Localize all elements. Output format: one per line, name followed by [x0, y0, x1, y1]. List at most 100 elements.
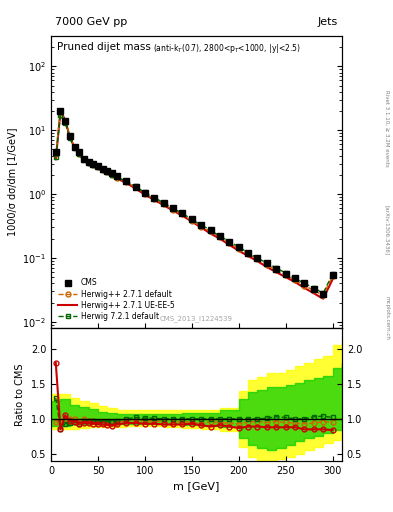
Y-axis label: 1000/σ dσ/dm [1/GeV]: 1000/σ dσ/dm [1/GeV]: [7, 127, 17, 236]
CMS: [152, 195, 157, 201]
Herwig++ 2.7.1 default: [283, 272, 288, 278]
CMS: [274, 266, 279, 272]
Text: Jets: Jets: [318, 16, 338, 27]
CMS: [264, 261, 269, 267]
Herwig++ 2.7.1 UE-EE-5: [274, 269, 279, 275]
Herwig++ 2.7.1 UE-EE-5: [68, 134, 72, 140]
Herwig++ 2.7.1 default: [143, 190, 147, 197]
Herwig++ 2.7.1 default: [236, 246, 241, 252]
Herwig 7.2.1 default: [199, 222, 204, 228]
Herwig++ 2.7.1 UE-EE-5: [114, 176, 119, 182]
Herwig++ 2.7.1 UE-EE-5: [161, 202, 166, 208]
Herwig++ 2.7.1 default: [264, 262, 269, 268]
Herwig++ 2.7.1 default: [311, 287, 316, 293]
Herwig++ 2.7.1 default: [82, 156, 86, 162]
Herwig 7.2.1 default: [171, 205, 175, 211]
Herwig 7.2.1 default: [218, 233, 222, 239]
CMS: [246, 250, 250, 256]
Herwig 7.2.1 default: [161, 200, 166, 206]
CMS: [293, 275, 298, 282]
CMS: [72, 144, 77, 150]
Herwig 7.2.1 default: [63, 120, 68, 126]
CMS: [161, 200, 166, 206]
Herwig 7.2.1 default: [77, 151, 82, 157]
Herwig++ 2.7.1 UE-EE-5: [86, 161, 91, 167]
Herwig 7.2.1 default: [180, 210, 185, 217]
Text: 7000 GeV pp: 7000 GeV pp: [55, 16, 127, 27]
Herwig 7.2.1 default: [255, 255, 260, 261]
Text: Pruned dijet mass: Pruned dijet mass: [57, 41, 151, 52]
Herwig++ 2.7.1 UE-EE-5: [218, 236, 222, 242]
Herwig++ 2.7.1 UE-EE-5: [255, 258, 260, 264]
Herwig 7.2.1 default: [189, 217, 194, 223]
CMS: [53, 150, 58, 156]
CMS: [68, 133, 72, 139]
Herwig 7.2.1 default: [152, 195, 157, 201]
CMS: [133, 184, 138, 190]
Herwig 7.2.1 default: [110, 172, 114, 178]
Herwig 7.2.1 default: [143, 189, 147, 196]
CMS: [171, 205, 175, 211]
Herwig++ 2.7.1 default: [105, 169, 110, 175]
Herwig++ 2.7.1 UE-EE-5: [311, 290, 316, 296]
CMS: [236, 244, 241, 250]
Herwig 7.2.1 default: [105, 169, 110, 175]
Herwig++ 2.7.1 default: [321, 292, 325, 298]
CMS: [86, 159, 91, 165]
Herwig 7.2.1 default: [264, 260, 269, 266]
Herwig++ 2.7.1 default: [114, 175, 119, 181]
Herwig 7.2.1 default: [133, 183, 138, 189]
Herwig++ 2.7.1 UE-EE-5: [77, 151, 82, 157]
Herwig++ 2.7.1 UE-EE-5: [53, 156, 58, 162]
Herwig 7.2.1 default: [68, 135, 72, 141]
CMS: [58, 108, 63, 114]
Herwig++ 2.7.1 default: [255, 256, 260, 262]
CMS: [283, 270, 288, 276]
Herwig++ 2.7.1 UE-EE-5: [227, 242, 232, 248]
Text: Rivet 3.1.10, ≥ 3.2M events: Rivet 3.1.10, ≥ 3.2M events: [384, 90, 389, 166]
Herwig 7.2.1 default: [246, 250, 250, 256]
Herwig++ 2.7.1 UE-EE-5: [110, 173, 114, 179]
Herwig++ 2.7.1 UE-EE-5: [72, 145, 77, 151]
Herwig 7.2.1 default: [86, 160, 91, 166]
X-axis label: m [GeV]: m [GeV]: [173, 481, 220, 491]
Line: CMS: CMS: [53, 108, 335, 297]
Herwig++ 2.7.1 UE-EE-5: [95, 164, 100, 170]
Herwig 7.2.1 default: [100, 167, 105, 173]
CMS: [110, 170, 114, 177]
Herwig++ 2.7.1 UE-EE-5: [321, 295, 325, 302]
Herwig++ 2.7.1 UE-EE-5: [236, 248, 241, 254]
Herwig++ 2.7.1 default: [302, 283, 307, 289]
Herwig++ 2.7.1 default: [171, 206, 175, 212]
Herwig 7.2.1 default: [302, 280, 307, 286]
Herwig++ 2.7.1 UE-EE-5: [58, 108, 63, 114]
Herwig 7.2.1 default: [91, 161, 95, 167]
Herwig 7.2.1 default: [58, 113, 63, 119]
Legend: CMS, Herwig++ 2.7.1 default, Herwig++ 2.7.1 UE-EE-5, Herwig 7.2.1 default: CMS, Herwig++ 2.7.1 default, Herwig++ 2.…: [55, 275, 178, 324]
CMS: [77, 150, 82, 156]
Herwig++ 2.7.1 UE-EE-5: [143, 191, 147, 198]
Herwig++ 2.7.1 default: [63, 118, 68, 124]
Herwig++ 2.7.1 UE-EE-5: [283, 274, 288, 280]
Herwig++ 2.7.1 UE-EE-5: [208, 230, 213, 237]
CMS: [189, 217, 194, 223]
Herwig++ 2.7.1 default: [100, 167, 105, 173]
CMS: [208, 227, 213, 233]
Herwig++ 2.7.1 default: [77, 151, 82, 157]
CMS: [82, 156, 86, 162]
Herwig++ 2.7.1 default: [227, 240, 232, 246]
Herwig 7.2.1 default: [227, 239, 232, 245]
Herwig++ 2.7.1 UE-EE-5: [91, 162, 95, 168]
Herwig 7.2.1 default: [53, 154, 58, 160]
CMS: [143, 189, 147, 196]
CMS: [105, 168, 110, 174]
Herwig++ 2.7.1 default: [189, 218, 194, 224]
Herwig++ 2.7.1 UE-EE-5: [180, 212, 185, 219]
Herwig 7.2.1 default: [330, 271, 335, 277]
Herwig 7.2.1 default: [72, 145, 77, 152]
Herwig++ 2.7.1 UE-EE-5: [189, 219, 194, 225]
Herwig 7.2.1 default: [274, 265, 279, 271]
Herwig++ 2.7.1 default: [133, 184, 138, 190]
Herwig++ 2.7.1 default: [161, 201, 166, 207]
Herwig++ 2.7.1 UE-EE-5: [171, 207, 175, 214]
